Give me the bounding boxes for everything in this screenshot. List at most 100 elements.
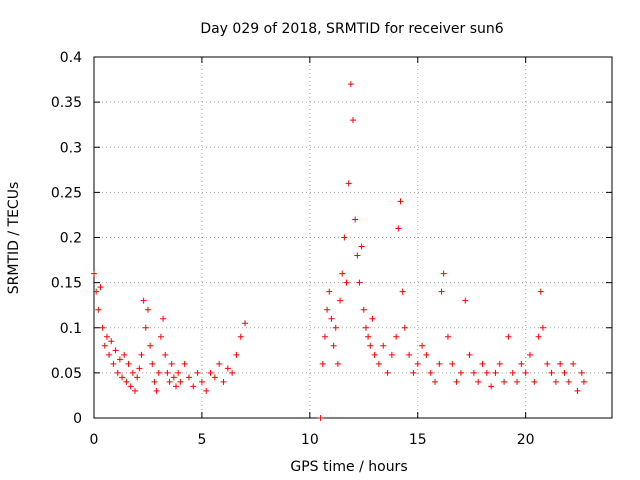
data-point [220,378,227,385]
data-point [177,378,184,385]
x-tick-label: 10 [301,432,319,448]
data-point [384,369,391,376]
data-point [123,378,130,385]
data-point [539,324,546,331]
data-point [444,333,451,340]
data-point [352,216,359,223]
data-point [401,324,408,331]
y-tick-label: 0.1 [60,321,82,337]
data-point [99,324,106,331]
data-point [393,333,400,340]
data-point [119,374,126,381]
data-point [557,360,564,367]
data-point [112,347,119,354]
y-tick-label: 0.05 [51,366,82,382]
data-point [505,333,512,340]
data-point [116,356,123,363]
data-point [397,198,404,205]
data-point [365,333,372,340]
data-point [101,342,108,349]
data-point [175,369,182,376]
data-point [194,369,201,376]
data-point [140,297,147,304]
data-point [160,315,167,322]
y-tick-label: 0.2 [60,231,82,247]
data-point [432,378,439,385]
data-point [570,360,577,367]
data-point [207,369,214,376]
y-tick-label: 0.3 [60,140,82,156]
data-point [162,351,169,358]
data-point [114,369,121,376]
data-point [356,279,363,286]
data-point [518,360,525,367]
y-tick-label: 0.15 [51,276,82,292]
data-point [330,342,337,349]
data-point [91,270,97,277]
data-point [492,369,499,376]
data-point [514,378,521,385]
data-point [395,225,402,232]
data-point [552,378,559,385]
data-point [427,369,434,376]
data-point [229,369,236,376]
data-point [147,342,154,349]
data-point [360,306,367,313]
data-point [242,320,249,327]
data-point [341,234,348,241]
grid [94,57,612,418]
data-point [535,333,542,340]
data-point [125,360,132,367]
data-point [414,360,421,367]
data-point [132,387,139,394]
y-tick-label: 0 [73,411,82,427]
data-point [106,351,113,358]
data-point [457,369,464,376]
data-point [138,351,145,358]
data-point [337,297,344,304]
data-point [164,369,171,376]
data-point [334,360,341,367]
data-point [319,360,326,367]
data-point [144,306,151,313]
x-tick-label: 20 [517,432,535,448]
data-point [155,369,162,376]
data-point [332,324,339,331]
x-tick-label: 5 [197,432,206,448]
data-point [440,270,447,277]
data-point [436,360,443,367]
data-point [380,342,387,349]
data-point [203,387,210,394]
data-point [170,374,177,381]
data-point [216,360,223,367]
axes: 0 0.05 0.1 0.15 0.2 0.25 0.3 0.35 0.4 0 5 10 15 20 [51,50,613,448]
data-point [326,288,333,295]
y-tick-label: 0.35 [51,95,82,111]
data-point [166,378,173,385]
data-point [406,351,413,358]
data-point [580,378,587,385]
data-point [97,284,104,291]
data-point [544,360,551,367]
data-point [470,369,477,376]
data-point [565,378,572,385]
data-point [233,351,240,358]
data-point [438,288,445,295]
data-point [110,360,117,367]
data-point [410,369,417,376]
data-points [91,81,587,421]
data-point [95,306,102,313]
data-point [453,378,460,385]
data-point [237,333,244,340]
data-point [121,351,128,358]
data-point [181,360,188,367]
y-tick-label: 0.4 [60,50,82,66]
data-point [369,315,376,322]
data-point [578,369,585,376]
data-point [343,279,350,286]
data-point [347,81,354,88]
y-tick-label: 0.25 [51,185,82,201]
x-tick-label: 15 [409,432,427,448]
data-point [134,374,141,381]
data-point [173,383,180,390]
